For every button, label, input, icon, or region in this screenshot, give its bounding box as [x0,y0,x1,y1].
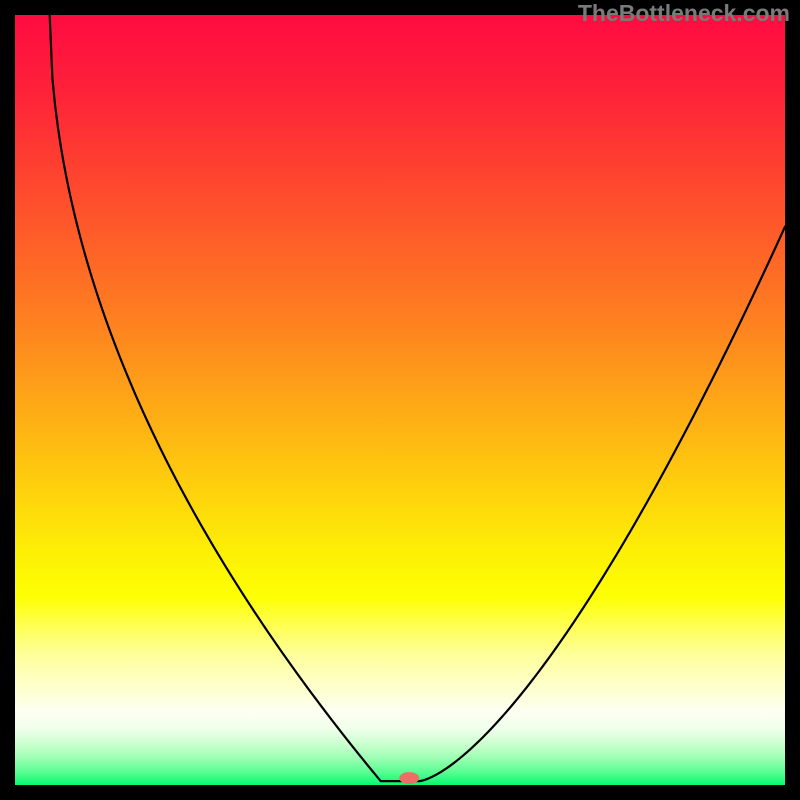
bottleneck-chart [0,0,800,800]
gradient-background [15,15,785,785]
optimal-marker [399,772,419,784]
watermark-text: TheBottleneck.com [578,0,790,27]
